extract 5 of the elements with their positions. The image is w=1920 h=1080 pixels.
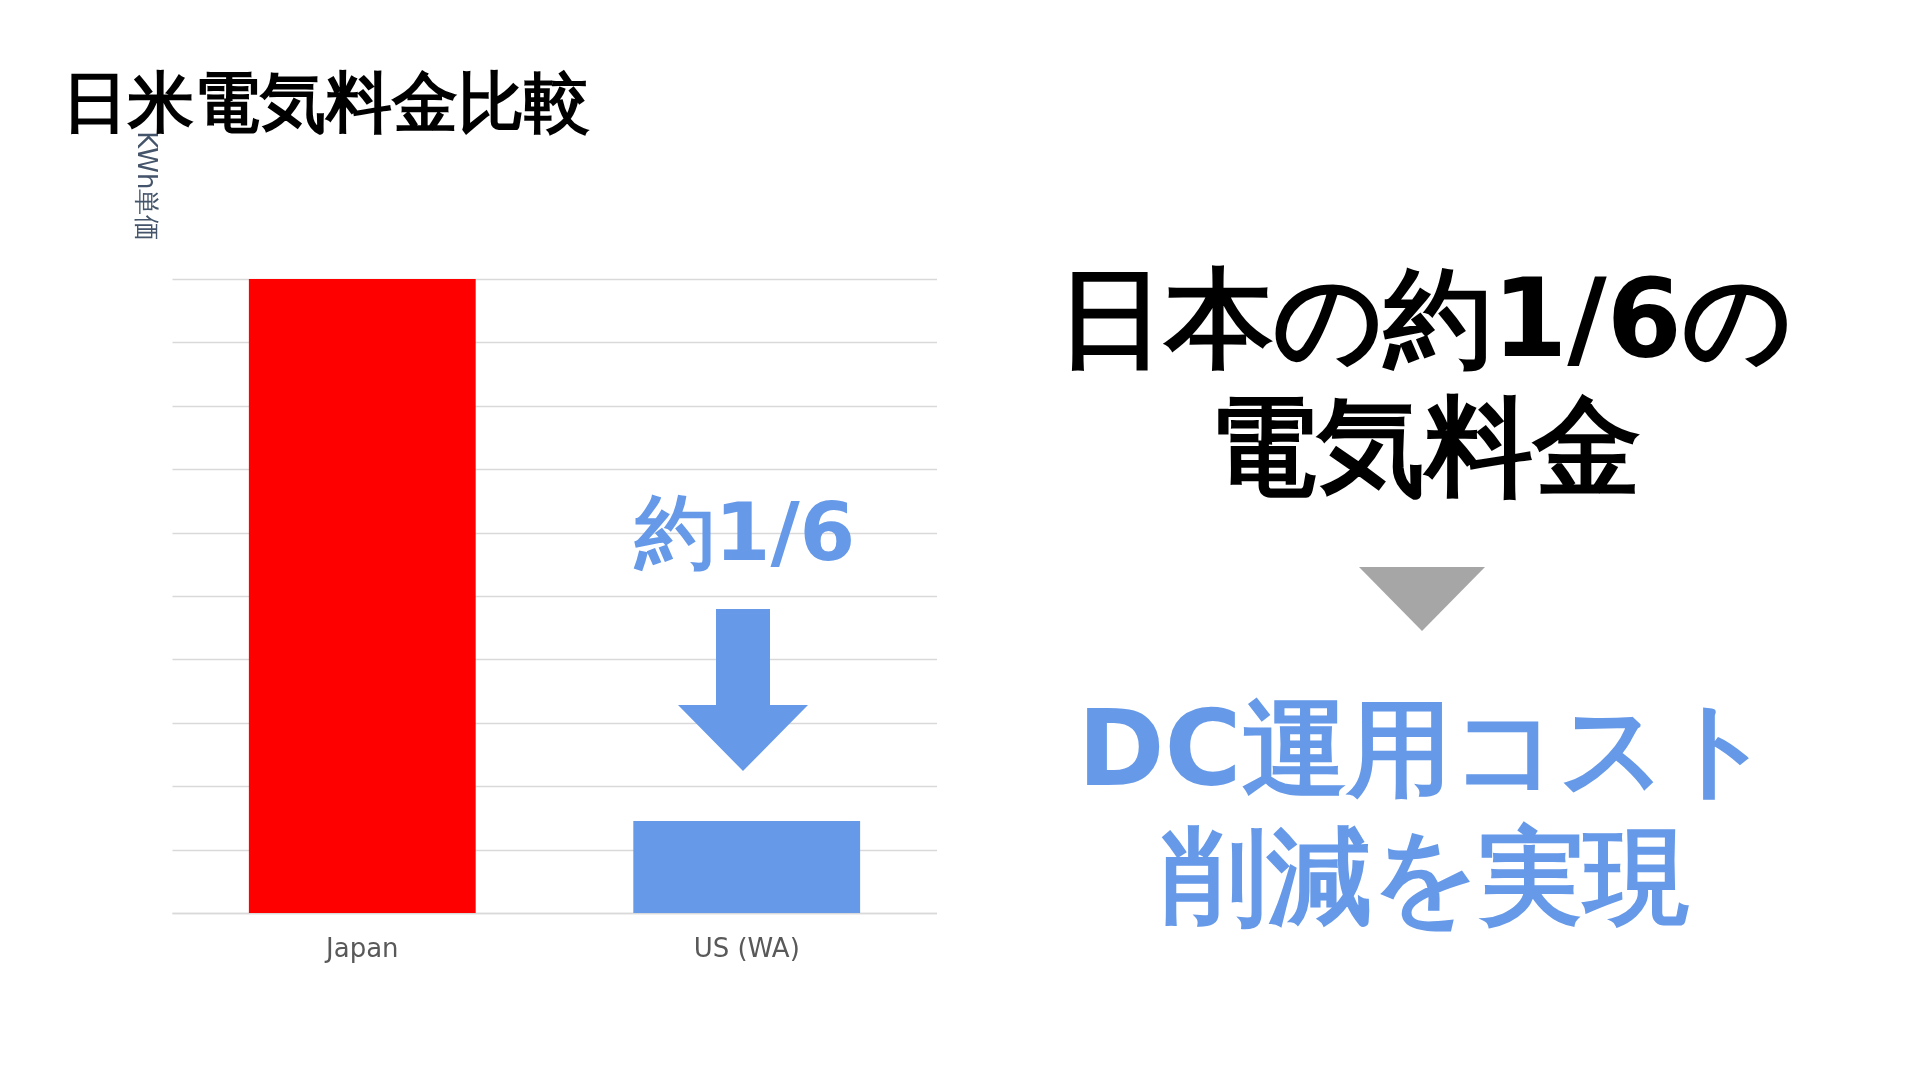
x-tick-label: Japan <box>324 932 399 963</box>
text: DC運用コスト削減を実現 <box>1076 687 1774 940</box>
x-tick-label: US (WA) <box>693 932 800 963</box>
annotation: 約1/6 <box>633 485 857 581</box>
text: 日本の約1/6の電気料金 <box>1056 255 1794 511</box>
